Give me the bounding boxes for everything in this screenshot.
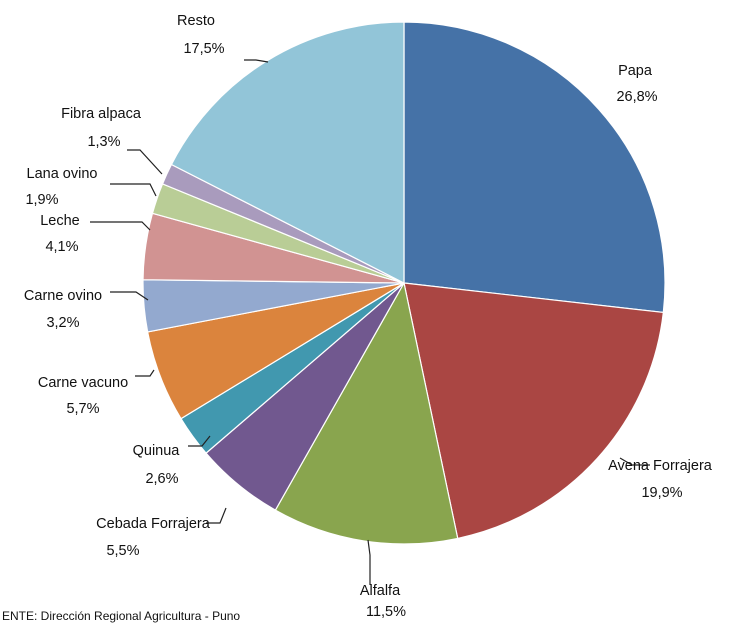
pie-slices	[142, 21, 666, 545]
value-label-cebada-forrajera: 5,5%	[106, 543, 139, 559]
label-papa: Papa	[618, 63, 653, 79]
value-label-carne-ovino: 3,2%	[46, 315, 79, 331]
leader-line-carne-vacuno	[135, 369, 155, 377]
label-avena-forrajera: Avena Forrajera	[608, 458, 713, 474]
value-label-fibra-alpaca: 1,3%	[87, 134, 120, 150]
label-resto: Resto	[177, 13, 215, 29]
slice-papa	[403, 21, 666, 314]
value-label-avena-forrajera: 19,9%	[641, 485, 682, 501]
leader-line-avena-forrajera	[619, 457, 650, 466]
value-label-alfalfa: 11,5%	[366, 604, 406, 620]
slice-labels: Papa 26,8% Avena Forrajera 19,9% Alfalfa 11,5…	[24, 13, 713, 620]
leader-line-cebada-forrajera	[206, 507, 227, 524]
label-carne-vacuno: Carne vacuno	[38, 375, 128, 391]
value-label-lana-ovino: 1,9%	[25, 192, 58, 208]
value-label-resto: 17,5%	[183, 41, 224, 57]
label-carne-ovino: Carne ovino	[24, 288, 102, 304]
leader-line-quinua	[188, 435, 211, 447]
leader-lines	[90, 59, 650, 585]
leader-line-leche	[90, 221, 151, 231]
value-label-quinua: 2,6%	[145, 471, 178, 487]
label-lana-ovino: Lana ovino	[27, 166, 98, 182]
slice-avena-forrajera	[403, 282, 664, 540]
slice-alfalfa	[274, 281, 459, 545]
leader-line-carne-ovino	[110, 291, 149, 301]
value-label-leche: 4,1%	[45, 239, 78, 255]
value-label-carne-vacuno: 5,7%	[66, 401, 99, 417]
label-alfalfa: Alfalfa	[360, 583, 401, 599]
slice-resto	[170, 21, 405, 284]
label-leche: Leche	[40, 213, 80, 229]
leader-line-alfalfa	[367, 539, 371, 585]
leader-line-fibra-alpaca	[127, 149, 163, 175]
label-cebada-forrajera: Cebada Forrajera	[96, 516, 211, 532]
leader-line-lana-ovino	[110, 183, 157, 197]
leader-line-resto	[244, 59, 269, 63]
label-fibra-alpaca: Fibra alpaca	[61, 106, 142, 122]
value-label-papa: 26,8%	[616, 89, 657, 105]
source-note: ENTE: Dirección Regional Agricultura - P…	[2, 609, 240, 623]
label-quinua: Quinua	[133, 443, 181, 459]
